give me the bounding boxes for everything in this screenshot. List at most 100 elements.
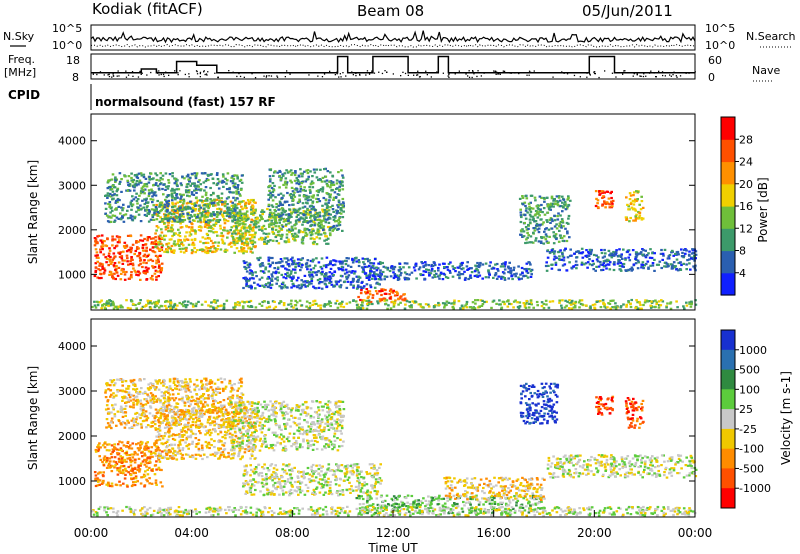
echo-cell	[109, 300, 113, 303]
nave-dot	[448, 76, 450, 78]
echo-cell	[328, 281, 331, 285]
echo-cell	[206, 251, 210, 254]
echo-cell	[476, 299, 480, 302]
echo-cell	[166, 201, 169, 204]
echo-cell	[178, 216, 181, 219]
echo-cell	[275, 203, 278, 206]
echo-cell	[290, 286, 293, 289]
nave-dot	[573, 74, 576, 77]
echo-cell	[154, 452, 157, 455]
echo-cell	[148, 457, 152, 460]
echo-cell	[135, 192, 138, 195]
echo-cell	[566, 256, 570, 259]
echo-cell	[298, 194, 301, 197]
echo-cell	[335, 187, 338, 191]
echo-cell	[108, 220, 111, 224]
echo-cell	[281, 233, 284, 236]
echo-cell	[572, 306, 576, 309]
echo-cell	[578, 252, 581, 255]
echo-cell	[200, 199, 203, 202]
echo-cell	[295, 188, 298, 191]
echo-cell	[101, 304, 104, 307]
echo-cell	[235, 240, 238, 243]
nave-dot	[472, 70, 474, 72]
echo-cell	[296, 190, 299, 193]
echo-cell	[349, 265, 353, 268]
echo-cell	[176, 211, 179, 215]
echo-cell	[287, 214, 291, 217]
nave-dot	[594, 71, 596, 73]
echo-cell	[264, 227, 267, 231]
echo-cell	[546, 196, 549, 199]
echo-cell	[181, 175, 184, 178]
echo-cell	[327, 263, 331, 266]
echo-cell	[331, 204, 334, 207]
echo-cell	[341, 176, 345, 179]
echo-cell	[311, 237, 314, 240]
echo-cell	[307, 283, 311, 286]
echo-cell	[676, 269, 680, 272]
echo-cell	[303, 170, 306, 173]
echo-cell	[297, 264, 301, 268]
echo-cell	[124, 468, 127, 471]
echo-cell	[281, 209, 285, 212]
echo-cell	[248, 230, 251, 233]
echo-cell	[306, 280, 309, 283]
echo-cell	[193, 202, 197, 205]
echo-cell	[133, 467, 137, 470]
echo-cell	[653, 252, 656, 255]
echo-cell	[642, 303, 645, 307]
echo-cell	[144, 460, 148, 463]
echo-cell	[470, 271, 474, 274]
echo-cell	[95, 256, 99, 259]
echo-cell	[130, 477, 133, 480]
echo-cell	[269, 216, 273, 219]
echo-cell	[283, 284, 287, 287]
echo-cell	[311, 241, 315, 244]
echo-cell	[430, 269, 433, 272]
nave-dot	[502, 70, 504, 72]
echo-cell	[157, 211, 161, 214]
echo-cell	[192, 193, 196, 196]
nave-dot	[653, 72, 655, 74]
echo-cell	[253, 221, 257, 224]
echo-cell	[250, 270, 253, 273]
echo-cell	[129, 262, 132, 266]
echo-cell	[542, 236, 546, 239]
echo-cell	[243, 217, 247, 220]
echo-cell	[141, 441, 144, 444]
echo-cell	[427, 271, 431, 274]
echo-cell	[600, 251, 604, 255]
nave-dot	[112, 73, 114, 75]
echo-cell	[574, 260, 578, 263]
echo-cell	[156, 255, 159, 259]
echo-cell	[611, 202, 614, 205]
echo-cell	[135, 199, 139, 202]
echo-cell	[267, 301, 270, 304]
echo-cell	[108, 462, 111, 465]
echo-cell	[312, 267, 316, 270]
echo-cell	[626, 203, 629, 206]
echo-cell	[323, 239, 326, 242]
echo-cell	[264, 236, 268, 239]
echo-cell	[110, 273, 114, 276]
echo-cell	[190, 249, 194, 252]
echo-cell	[143, 198, 146, 201]
echo-cell	[557, 251, 560, 254]
echo-cell	[377, 274, 380, 277]
echo-cell	[120, 272, 123, 275]
echo-cell	[285, 200, 289, 203]
echo-cell	[648, 256, 652, 259]
echo-cell	[270, 215, 274, 218]
echo-cell	[135, 240, 138, 243]
echo-cell	[353, 272, 356, 275]
echo-cell	[305, 194, 308, 197]
echo-cell	[108, 203, 112, 206]
echo-cell	[103, 307, 107, 310]
echo-cell	[270, 283, 274, 286]
nave-dot	[448, 73, 450, 76]
echo-cell	[223, 222, 227, 225]
echo-cell	[278, 200, 282, 203]
echo-cell	[633, 208, 637, 211]
echo-cell	[233, 208, 236, 211]
